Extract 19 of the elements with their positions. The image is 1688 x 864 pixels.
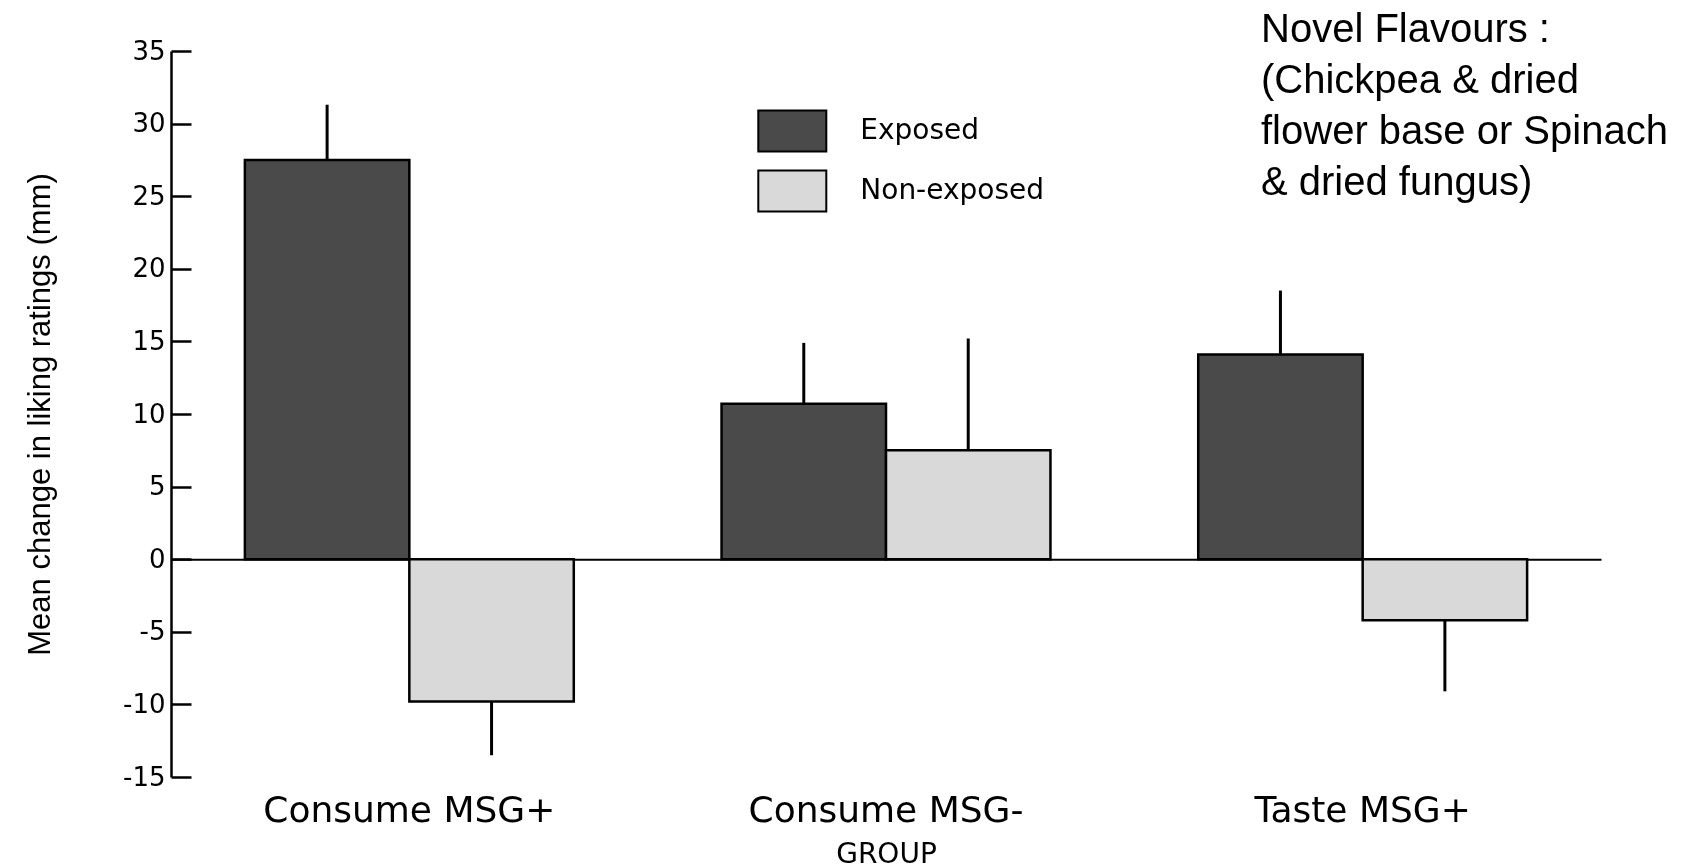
y-tick-label: 30 bbox=[132, 108, 166, 139]
x-tick-label: Taste MSG+ bbox=[1253, 788, 1471, 830]
x-tick-label: Consume MSG- bbox=[748, 788, 1024, 830]
y-tick-label: -5 bbox=[139, 616, 166, 647]
y-tick-label: 0 bbox=[148, 543, 166, 574]
y-tick-label: 10 bbox=[132, 398, 166, 429]
y-tick-label: 25 bbox=[132, 180, 166, 211]
y-tick-label: 5 bbox=[148, 471, 166, 502]
x-tick-label: Consume MSG+ bbox=[263, 788, 556, 830]
y-axis-title: Mean change in liking ratings (mm) bbox=[21, 173, 57, 656]
y-tick-label: 15 bbox=[132, 325, 166, 356]
text: Novel Flavours : (Chickpea & dried flower base or Spinach & dried fungus) bbox=[1261, 6, 1668, 203]
legend-label: Exposed bbox=[860, 113, 980, 146]
y-tick-label: -10 bbox=[123, 688, 166, 719]
y-tick-label: 35 bbox=[132, 35, 166, 66]
y-tick-label: -15 bbox=[123, 761, 166, 792]
y-tick-label: 20 bbox=[132, 253, 166, 284]
x-axis-title: GROUP bbox=[836, 836, 937, 864]
legend-label: Non-exposed bbox=[860, 173, 1045, 206]
